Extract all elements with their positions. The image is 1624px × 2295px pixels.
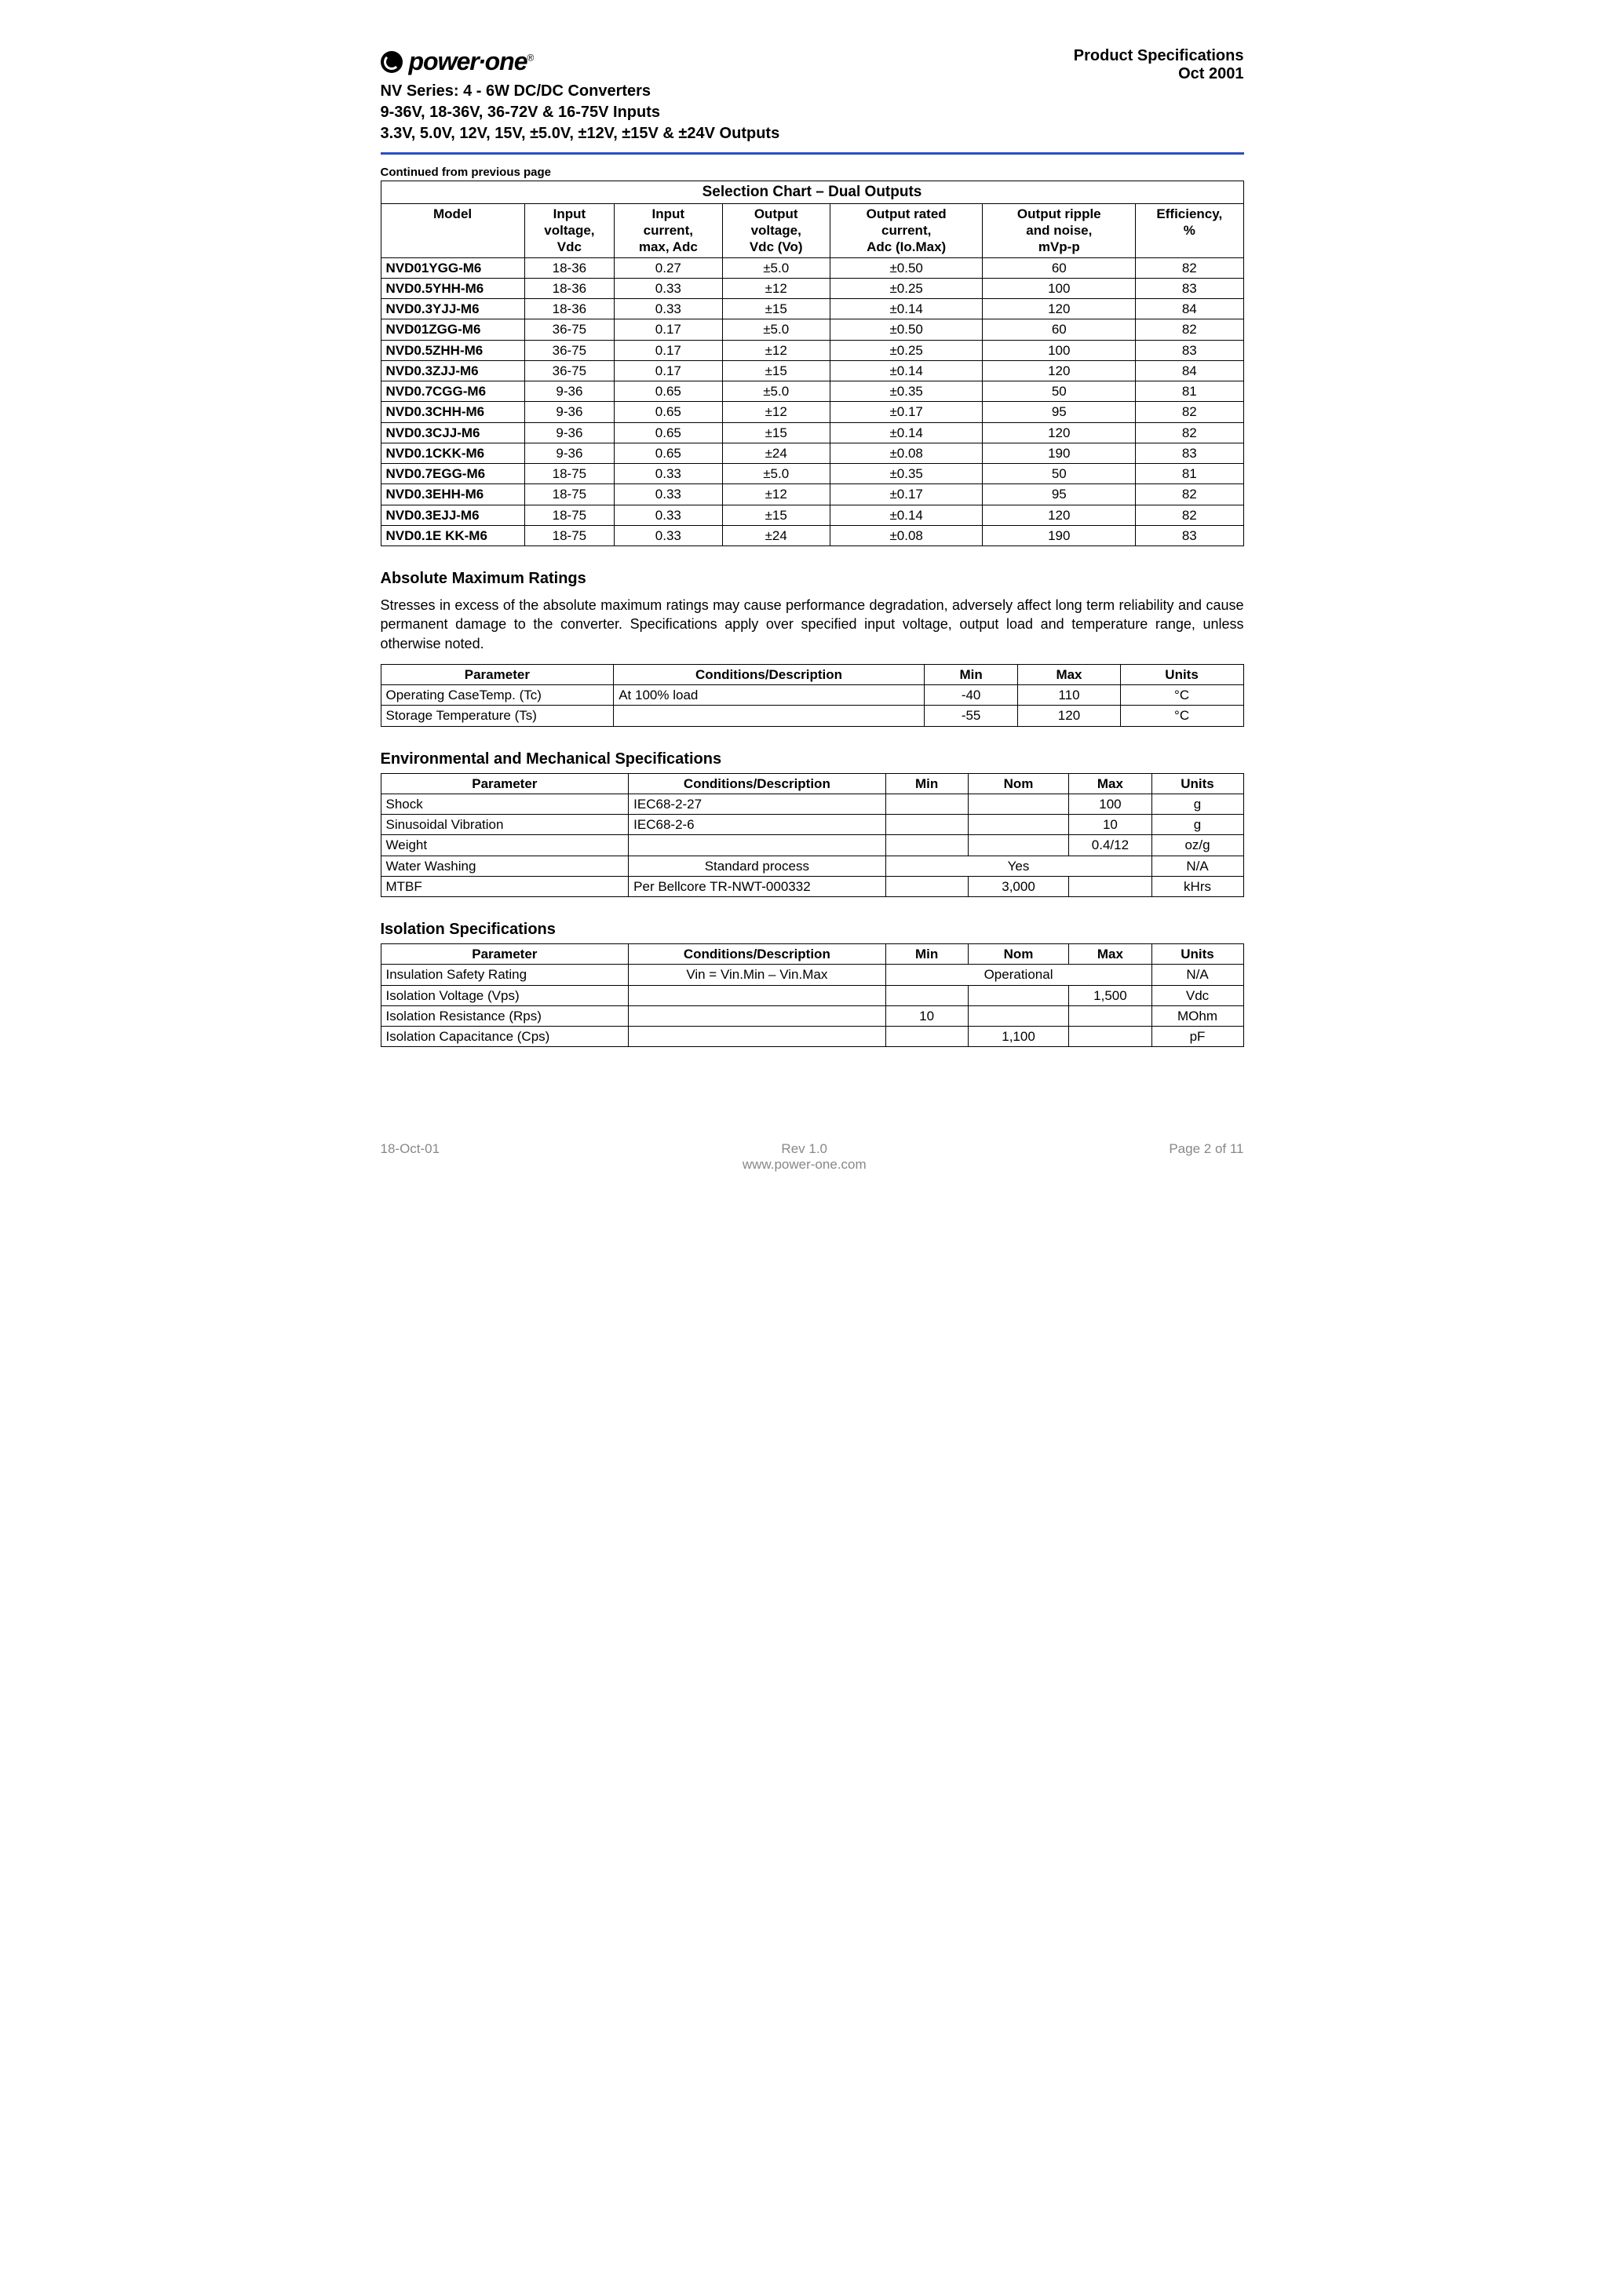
selection-chart-title: Selection Chart – Dual Outputs (381, 181, 1243, 204)
series-title: NV Series: 4 - 6W DC/DC Converters 9-36V… (381, 81, 780, 144)
table-header: Inputvoltage,Vdc (524, 203, 614, 257)
footer-page: Page 2 of 11 (1169, 1141, 1243, 1173)
table-row: Operating CaseTemp. (Tc)At 100% load-401… (381, 685, 1243, 706)
table-row: NVD01ZGG-M636-750.17±5.0±0.506082 (381, 319, 1243, 340)
table-header: Nom (968, 944, 1069, 965)
continued-note: Continued from previous page (381, 166, 1244, 179)
table-row: NVD0.5YHH-M618-360.33±12±0.2510083 (381, 278, 1243, 298)
logo-icon (381, 51, 403, 73)
table-header: Efficiency,% (1136, 203, 1243, 257)
table-row: NVD0.7CGG-M69-360.65±5.0±0.355081 (381, 381, 1243, 402)
series-line-1: NV Series: 4 - 6W DC/DC Converters (381, 81, 780, 102)
table-row: Insulation Safety RatingVin = Vin.Min – … (381, 965, 1243, 985)
isolation-table: ParameterConditions/DescriptionMinNomMax… (381, 943, 1244, 1047)
page-footer: 18-Oct-01 Rev 1.0 www.power-one.com Page… (381, 1141, 1244, 1173)
product-spec-label: Product Specifications (1074, 47, 1244, 65)
table-row: NVD0.3YJJ-M618-360.33±15±0.1412084 (381, 299, 1243, 319)
table-row: Weight0.4/12oz/g (381, 835, 1243, 856)
series-line-3: 3.3V, 5.0V, 12V, 15V, ±5.0V, ±12V, ±15V … (381, 123, 780, 144)
table-header: Max (1069, 773, 1151, 794)
table-row: NVD0.3ZJJ-M636-750.17±15±0.1412084 (381, 360, 1243, 381)
table-row: NVD0.7EGG-M618-750.33±5.0±0.355081 (381, 464, 1243, 484)
env-mech-heading: Environmental and Mechanical Specificati… (381, 750, 1244, 768)
table-row: NVD0.3CJJ-M69-360.65±15±0.1412082 (381, 422, 1243, 443)
table-header: Min (885, 944, 968, 965)
logo-text: power∙one® (409, 47, 534, 76)
doc-header-right: Product Specifications Oct 2001 (1074, 47, 1244, 83)
table-header: Conditions/Description (629, 944, 885, 965)
table-header: Nom (968, 773, 1069, 794)
isolation-heading: Isolation Specifications (381, 921, 1244, 939)
footer-rev: Rev 1.0 (743, 1141, 867, 1157)
table-row: NVD0.3CHH-M69-360.65±12±0.179582 (381, 402, 1243, 422)
table-row: NVD01YGG-M618-360.27±5.0±0.506082 (381, 257, 1243, 278)
table-row: NVD0.1CKK-M69-360.65±24±0.0819083 (381, 443, 1243, 463)
table-header: Max (1018, 664, 1120, 684)
footer-date: 18-Oct-01 (381, 1141, 440, 1173)
table-row: MTBFPer Bellcore TR-NWT-0003323,000kHrs (381, 876, 1243, 896)
table-row: Water WashingStandard processYesN/A (381, 856, 1243, 876)
table-header: Min (924, 664, 1018, 684)
table-header: Parameter (381, 664, 614, 684)
table-row: Isolation Resistance (Rps)10MOhm (381, 1005, 1243, 1026)
table-row: Sinusoidal VibrationIEC68-2-610g (381, 815, 1243, 835)
table-header: Parameter (381, 773, 629, 794)
env-mech-table: ParameterConditions/DescriptionMinNomMax… (381, 773, 1244, 898)
abs-max-paragraph: Stresses in excess of the absolute maxim… (381, 596, 1244, 653)
table-header: Parameter (381, 944, 629, 965)
table-header: Units (1151, 944, 1243, 965)
abs-max-heading: Absolute Maximum Ratings (381, 570, 1244, 588)
footer-url: www.power-one.com (743, 1157, 867, 1173)
doc-date: Oct 2001 (1074, 65, 1244, 83)
series-line-2: 9-36V, 18-36V, 36-72V & 16-75V Inputs (381, 102, 780, 123)
table-header: Conditions/Description (629, 773, 885, 794)
table-header: Output rippleand noise,mVp-p (983, 203, 1136, 257)
table-header: Min (885, 773, 968, 794)
table-header: Inputcurrent,max, Adc (615, 203, 722, 257)
table-header: Conditions/Description (614, 664, 925, 684)
table-row: NVD0.3EHH-M618-750.33±12±0.179582 (381, 484, 1243, 505)
table-row: NVD0.5ZHH-M636-750.17±12±0.2510083 (381, 340, 1243, 360)
table-row: Isolation Capacitance (Cps)1,100pF (381, 1027, 1243, 1047)
table-header: Max (1069, 944, 1151, 965)
table-row: Storage Temperature (Ts)-55120°C (381, 706, 1243, 726)
table-row: Isolation Voltage (Vps)1,500Vdc (381, 985, 1243, 1005)
table-header: Output ratedcurrent,Adc (Io.Max) (830, 203, 983, 257)
table-row: NVD0.1E KK-M618-750.33±24±0.0819083 (381, 525, 1243, 545)
table-header: Units (1151, 773, 1243, 794)
table-header: Outputvoltage,Vdc (Vo) (722, 203, 830, 257)
table-row: ShockIEC68-2-27100g (381, 794, 1243, 814)
table-header: Units (1120, 664, 1243, 684)
header-divider (381, 152, 1244, 155)
table-row: NVD0.3EJJ-M618-750.33±15±0.1412082 (381, 505, 1243, 525)
abs-max-table: ParameterConditions/DescriptionMinMaxUni… (381, 664, 1244, 727)
brand-logo: power∙one® (381, 47, 780, 76)
selection-chart-table: Selection Chart – Dual Outputs ModelInpu… (381, 181, 1244, 546)
table-header: Model (381, 203, 524, 257)
